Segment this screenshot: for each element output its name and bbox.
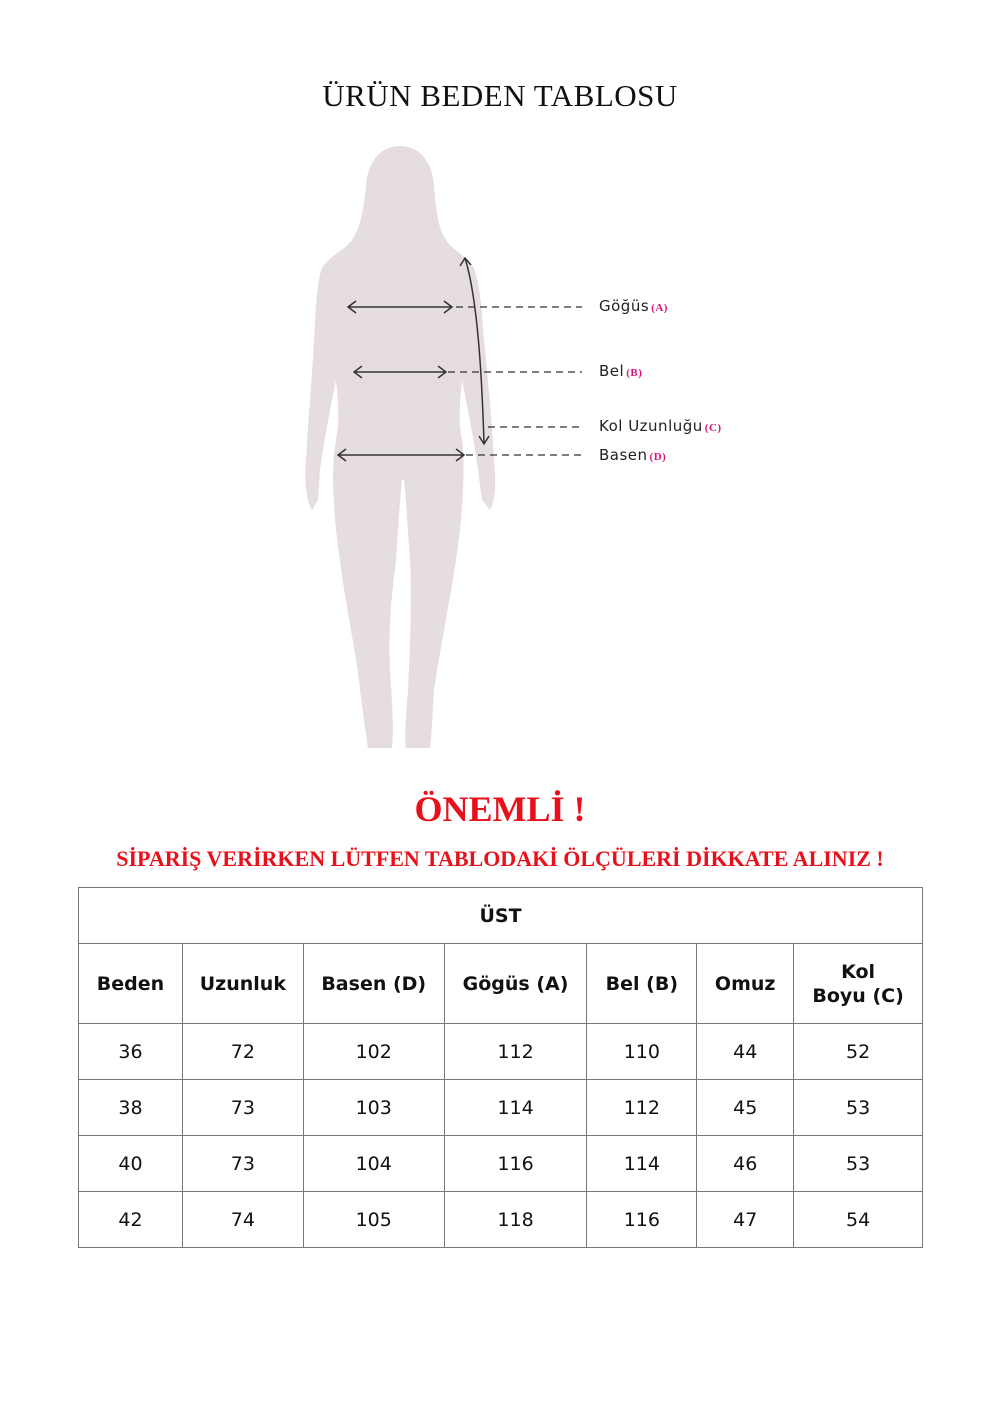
table-cell: 114	[586, 1135, 698, 1192]
table-cell: 116	[443, 1135, 588, 1192]
label-chest: Göğüs (A)	[599, 297, 668, 315]
label-code: (B)	[626, 367, 643, 379]
table-cell: 105	[302, 1191, 445, 1248]
column-header: Kol Boyu (C)	[793, 943, 923, 1024]
table-cell: 36	[78, 1023, 183, 1080]
table-cell: 103	[302, 1079, 445, 1136]
table-cell: 73	[181, 1079, 304, 1136]
header-line: Kol	[841, 960, 876, 983]
label-text: Kol Uzunluğu	[599, 417, 703, 435]
column-header: Gögüs (A)	[443, 943, 588, 1024]
table-cell: 47	[696, 1191, 795, 1248]
label-code: (A)	[651, 302, 668, 314]
body-silhouette-diagram	[305, 146, 584, 748]
important-heading: ÖNEMLİ !	[414, 789, 586, 829]
table-cell: 46	[696, 1135, 795, 1192]
table-cell: 110	[586, 1023, 698, 1080]
table-cell: 40	[78, 1135, 183, 1192]
table-cell: 74	[181, 1191, 304, 1248]
table-cell: 72	[181, 1023, 304, 1080]
size-table: ÜST Beden Uzunluk Basen (D) Gögüs (A) Be…	[78, 887, 923, 1248]
table-cell: 53	[793, 1135, 923, 1192]
table-cell: 116	[586, 1191, 698, 1248]
label-sleeve: Kol Uzunluğu (C)	[599, 417, 722, 435]
female-silhouette	[305, 146, 496, 748]
table-cell: 112	[586, 1079, 698, 1136]
label-text: Göğüs	[599, 297, 650, 315]
table-cell: 53	[793, 1079, 923, 1136]
table-cell: 42	[78, 1191, 183, 1248]
column-header: Beden	[78, 943, 183, 1024]
header-line: Boyu (C)	[812, 984, 904, 1007]
page-title: ÜRÜN BEDEN TABLOSU	[322, 78, 678, 113]
table-cell: 52	[793, 1023, 923, 1080]
column-header: Uzunluk	[181, 943, 304, 1024]
table-cell: 45	[696, 1079, 795, 1136]
table-cell: 118	[443, 1191, 588, 1248]
waist-arrow	[352, 365, 448, 379]
table-cell: 114	[443, 1079, 588, 1136]
important-notice: SİPARİŞ VERİRKEN LÜTFEN TABLODAKİ ÖLÇÜLE…	[116, 846, 884, 871]
table-row: 40 73 104 116 114 46 53	[78, 1135, 923, 1192]
label-code: (D)	[649, 451, 667, 463]
table-row: 42 74 105 118 116 47 54	[78, 1191, 923, 1248]
table-cell: 102	[302, 1023, 445, 1080]
table-cell: 73	[181, 1135, 304, 1192]
section-header: ÜST	[78, 887, 923, 944]
table-cell: 104	[302, 1135, 445, 1192]
column-header: Basen (D)	[302, 943, 445, 1024]
chest-arrow	[346, 300, 454, 314]
sleeve-arrow	[459, 256, 490, 446]
label-code: (C)	[704, 422, 722, 434]
label-hip: Basen (D)	[599, 446, 666, 464]
column-header: Omuz	[696, 943, 795, 1024]
table-cell: 38	[78, 1079, 183, 1136]
table-cell: 44	[696, 1023, 795, 1080]
table-row: 36 72 102 112 110 44 52	[78, 1023, 923, 1080]
label-text: Basen	[599, 446, 648, 464]
table-cell: 112	[443, 1023, 588, 1080]
table-row: 38 73 103 114 112 45 53	[78, 1079, 923, 1136]
hip-arrow	[336, 448, 466, 462]
column-header: Bel (B)	[586, 943, 698, 1024]
label-text: Bel	[599, 362, 625, 380]
table-cell: 54	[793, 1191, 923, 1248]
label-waist: Bel (B)	[599, 362, 642, 380]
